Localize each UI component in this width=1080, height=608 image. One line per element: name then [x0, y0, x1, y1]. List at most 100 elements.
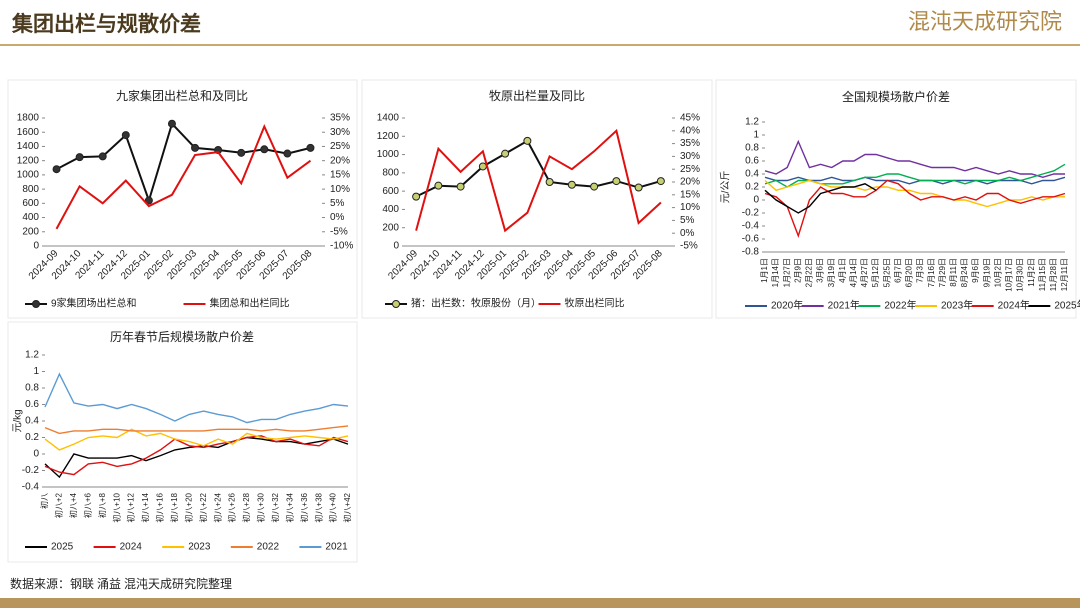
x-tick-label: 1月1日 — [760, 258, 769, 283]
y2-tick-label: 10% — [680, 202, 700, 213]
chart-title: 全国规模场散户价差 — [842, 89, 950, 104]
y-tick-label: 0.2 — [25, 432, 39, 443]
y2-tick-label: 15% — [680, 189, 700, 200]
y-tick-label: 0.8 — [25, 383, 39, 394]
y2-tick-label: 45% — [680, 113, 700, 124]
legend-label: 牧原出栏同比 — [565, 297, 625, 310]
x-tick-label: 7月3日 — [916, 258, 925, 283]
legend-label: 猪：出栏数：牧原股份（月） — [411, 297, 541, 310]
y2-tick-label: 10% — [330, 184, 350, 195]
y-tick-label: 1400 — [377, 113, 400, 124]
point-marker — [283, 149, 292, 158]
point-marker — [656, 177, 665, 186]
y2-tick-label: -5% — [680, 241, 698, 252]
x-tick-label: 初八+34 — [284, 492, 294, 522]
chart-title: 历年春节后规模场散户价差 — [110, 329, 254, 344]
y2-tick-label: 30% — [330, 127, 350, 138]
legend-marker — [32, 300, 40, 308]
legend-label: 2023 — [188, 542, 211, 553]
point-marker — [478, 162, 487, 171]
x-tick-label: 初八+42 — [342, 492, 352, 522]
point-marker — [634, 183, 643, 192]
x-tick-label: 2月9日 — [793, 258, 802, 283]
x-tick-label: 1月27日 — [782, 258, 791, 287]
y2-tick-label: 15% — [330, 170, 350, 181]
x-tick-label: 2月22日 — [805, 258, 814, 287]
panel — [715, 79, 1077, 319]
point-marker — [612, 177, 621, 186]
series-line — [764, 179, 1066, 238]
x-tick-label: 9月19日 — [982, 258, 991, 287]
point-marker — [191, 143, 200, 152]
y2-tick-label: 30% — [680, 151, 700, 162]
x-tick-label: 6月7日 — [893, 258, 902, 283]
y-tick-label: 0 — [753, 195, 759, 206]
x-tick-label: 5月12日 — [871, 258, 880, 287]
y2-tick-label: 0% — [680, 228, 695, 239]
y-tick-label: -0.4 — [742, 221, 760, 232]
y-tick-label: 400 — [382, 204, 399, 215]
y2-tick-label: 20% — [330, 155, 350, 166]
y2-tick-label: 5% — [330, 198, 345, 209]
y-axis-label: 元/kg — [13, 409, 24, 432]
x-tick-label: 5月25日 — [882, 258, 891, 287]
x-tick-label: 初八+20 — [183, 492, 193, 522]
y2-tick-label: 20% — [680, 177, 700, 188]
header-rule — [0, 44, 1080, 46]
x-tick-label: 初八+12 — [126, 492, 136, 522]
y-tick-label: 1200 — [377, 131, 400, 142]
legend-label: 2021年 — [828, 299, 860, 312]
footer-bar — [0, 598, 1080, 608]
y2-tick-label: -10% — [330, 241, 353, 252]
brand: 混沌天成研究院 — [908, 9, 1062, 34]
legend-label: 2024年 — [998, 299, 1030, 312]
point-marker — [52, 165, 61, 174]
x-tick-label: 6月20日 — [905, 258, 914, 287]
x-tick-label: 初八+6 — [82, 492, 92, 518]
point-marker — [121, 131, 130, 140]
x-tick-label: 初八+36 — [299, 492, 309, 522]
x-tick-label: 初八+2 — [54, 492, 64, 518]
y-tick-label: 600 — [22, 198, 39, 209]
y2-tick-label: 5% — [680, 215, 695, 226]
y-tick-label: 200 — [382, 222, 399, 233]
y-tick-label: 0 — [33, 449, 39, 460]
series-line — [44, 428, 349, 451]
y-tick-label: 200 — [22, 226, 39, 237]
x-tick-label: 初八+38 — [313, 492, 323, 522]
series-line — [764, 176, 1066, 185]
x-tick-label: 初八+16 — [155, 492, 165, 522]
series-line — [44, 425, 349, 435]
x-tick-label: 11月28日 — [1049, 258, 1058, 291]
y-tick-label: -0.2 — [22, 465, 40, 476]
x-tick-label: 7月16日 — [927, 258, 936, 287]
point-marker — [567, 180, 576, 189]
y2-tick-label: 25% — [330, 141, 350, 152]
y-tick-label: 1 — [753, 130, 759, 141]
y-tick-label: 1 — [33, 366, 39, 377]
legend-label: 2022 — [257, 542, 280, 553]
x-tick-label: 3月6日 — [816, 258, 825, 283]
x-tick-label: 初八+8 — [97, 492, 107, 518]
point-marker — [75, 153, 84, 162]
y-tick-label: 600 — [382, 186, 399, 197]
x-tick-label: 初八+32 — [270, 492, 280, 522]
y-tick-label: -0.4 — [22, 482, 40, 493]
y2-tick-label: 35% — [330, 113, 350, 124]
x-tick-label: 10月30日 — [1016, 258, 1025, 292]
x-tick-label: 10月17日 — [1005, 258, 1014, 292]
point-marker — [237, 148, 246, 157]
x-tick-label: 9月6日 — [971, 258, 980, 283]
panel — [7, 321, 358, 563]
series-line — [55, 123, 312, 230]
legend-label: 2025年 — [1054, 299, 1080, 312]
x-tick-label: 4月27日 — [860, 258, 869, 287]
x-tick-label: 初八+26 — [227, 492, 237, 522]
y-tick-label: 800 — [22, 184, 39, 195]
legend-label: 2022年 — [884, 299, 916, 312]
legend-marker — [392, 300, 400, 308]
point-marker — [167, 119, 176, 128]
x-tick-label: 初八+24 — [212, 492, 222, 522]
y-tick-label: 0 — [393, 241, 399, 252]
y-tick-label: 0.6 — [25, 399, 39, 410]
